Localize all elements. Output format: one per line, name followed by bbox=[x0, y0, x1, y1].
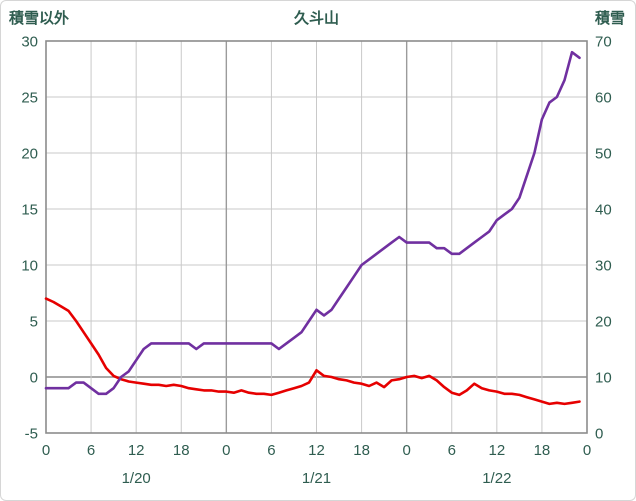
left-tick-label: 25 bbox=[21, 90, 38, 107]
x-tick-label: 12 bbox=[488, 442, 505, 459]
x-tick-label: 12 bbox=[128, 442, 145, 459]
x-tick-label: 6 bbox=[267, 442, 275, 459]
right-tick-label: 40 bbox=[595, 202, 612, 219]
x-tick-label: 6 bbox=[448, 442, 456, 459]
right-tick-label: 70 bbox=[595, 34, 612, 51]
day-label: 1/22 bbox=[482, 470, 511, 487]
left-tick-label: 20 bbox=[21, 146, 38, 163]
non-snow-line bbox=[44, 297, 581, 406]
x-tick-label: 12 bbox=[308, 442, 325, 459]
left-tick-label: 15 bbox=[21, 202, 38, 219]
right-tick-label: 50 bbox=[595, 146, 612, 163]
x-tick-label: 18 bbox=[534, 442, 551, 459]
day-label: 1/21 bbox=[302, 470, 331, 487]
left-tick-label: -5 bbox=[25, 426, 38, 443]
right-tick-label: 0 bbox=[595, 426, 603, 443]
day-label: 1/20 bbox=[122, 470, 151, 487]
x-tick-label: 0 bbox=[42, 442, 50, 459]
left-axis-title: 積雪以外 bbox=[9, 10, 70, 27]
left-tick-label: 10 bbox=[21, 258, 38, 275]
x-tick-label: 6 bbox=[87, 442, 95, 459]
right-tick-label: 10 bbox=[595, 370, 612, 387]
x-tick-label: 0 bbox=[222, 442, 230, 459]
right-tick-label: 30 bbox=[595, 258, 612, 275]
snow-depth-line bbox=[44, 50, 581, 396]
chart-title: 久斗山 bbox=[293, 10, 339, 27]
left-tick-label: 5 bbox=[30, 314, 38, 331]
right-tick-label: 20 bbox=[595, 314, 612, 331]
right-axis-title: 積雪 bbox=[594, 10, 625, 27]
x-tick-label: 18 bbox=[353, 442, 370, 459]
left-tick-label: 30 bbox=[21, 34, 38, 51]
right-tick-label: 60 bbox=[595, 90, 612, 107]
plot-border bbox=[45, 40, 588, 434]
x-tick-label: 0 bbox=[583, 442, 591, 459]
left-tick-label: 0 bbox=[30, 370, 38, 387]
x-tick-label: 18 bbox=[173, 442, 190, 459]
x-tick-label: 0 bbox=[402, 442, 410, 459]
